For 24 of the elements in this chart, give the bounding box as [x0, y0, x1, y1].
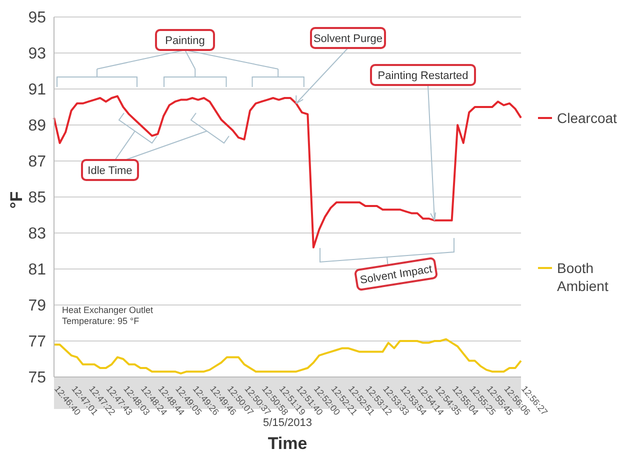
annotation: Solvent Impact	[359, 263, 434, 287]
annotation: Solvent Purge	[313, 33, 383, 45]
y-tick-label: 89	[28, 118, 46, 135]
y-tick-label: 91	[28, 82, 46, 99]
y-tick-label: 95	[28, 10, 46, 27]
y-tick-label: 77	[28, 334, 46, 351]
y-tick-label: 87	[28, 154, 46, 171]
legend-label: Booth Ambient	[557, 259, 610, 295]
line-series	[53, 95, 522, 248]
annotation: Idle Time	[88, 165, 132, 177]
y-axis-title: °F	[7, 190, 27, 211]
y-tick-label: 85	[28, 190, 46, 207]
y-tick-label: 75	[28, 370, 46, 387]
text: 5/15/2013	[262, 417, 313, 429]
y-tick-label: 83	[28, 226, 46, 243]
y-tick-label: 93	[28, 46, 46, 63]
y-tick-label: 81	[28, 262, 46, 279]
annotation: Heat Exchanger Outlet Temperature: 95 °F	[62, 305, 154, 327]
x-axis-title: Time	[266, 434, 308, 454]
legend-label: Clearcoat	[557, 108, 618, 127]
line-series	[53, 338, 522, 374]
annotation: Painting	[165, 35, 205, 47]
annotation: Painting Restarted	[378, 70, 468, 82]
y-tick-label: 79	[28, 298, 46, 315]
